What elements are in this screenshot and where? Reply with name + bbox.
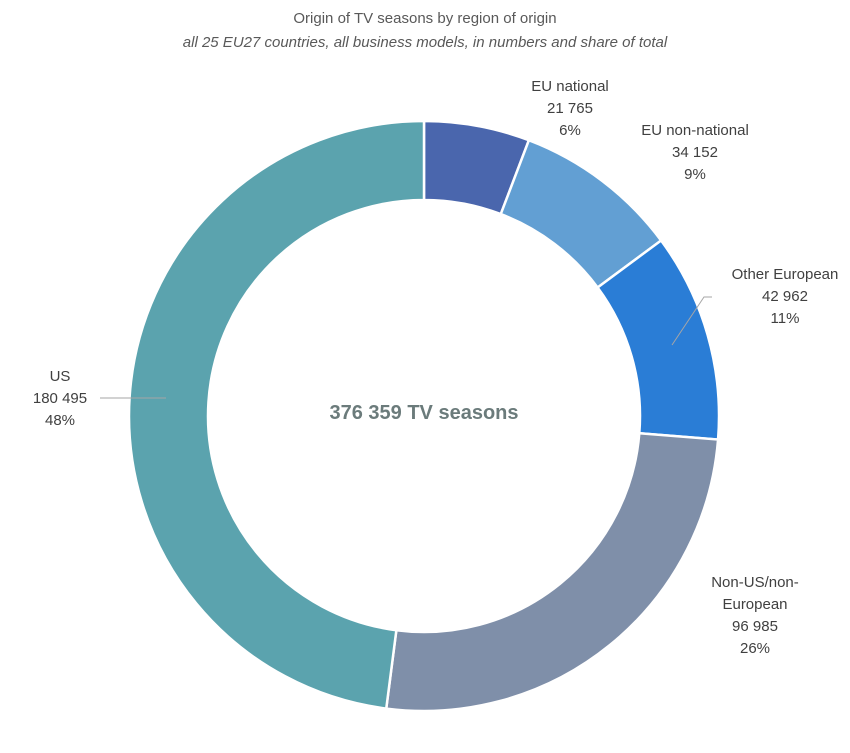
slice-share: 48%	[44, 412, 76, 429]
label-eu-national: EU national 21 765 6%	[510, 76, 630, 142]
slice-share: 6%	[559, 122, 581, 139]
slice-value: 180 495	[32, 390, 88, 407]
slice-value: 42 962	[762, 288, 808, 305]
slice-value: 34 152	[672, 144, 718, 161]
label-non-us-non-european: Non-US/non- European 96 985 26%	[690, 572, 820, 660]
label-us: US 180 495 48%	[10, 366, 110, 432]
slice-name: EU non-national	[641, 122, 749, 139]
donut-slice-non-us-non-european	[384, 431, 720, 713]
leader-line-other-european	[671, 296, 712, 346]
slice-share: 11%	[770, 310, 800, 327]
slice-name-line-1: Non-US/non-	[711, 574, 799, 591]
slice-name-line-2: European	[722, 596, 788, 613]
label-eu-non-national: EU non-national 34 152 9%	[620, 120, 770, 186]
slice-name: EU national	[531, 78, 609, 95]
donut-slice-us	[127, 119, 426, 710]
slice-value: 96 985	[732, 618, 778, 635]
center-total-label: 376 359 TV seasons	[329, 402, 519, 424]
slice-share: 9%	[684, 166, 706, 183]
slice-name: US	[49, 368, 71, 385]
slice-value: 21 765	[547, 100, 593, 117]
chart-title: Origin of TV seasons by region of origin	[293, 10, 557, 27]
slice-name: Other European	[731, 266, 839, 283]
chart-subtitle: all 25 EU27 countries, all business mode…	[182, 34, 668, 51]
slice-share: 26%	[739, 640, 771, 657]
label-other-european: Other European 42 962 11%	[710, 264, 850, 330]
